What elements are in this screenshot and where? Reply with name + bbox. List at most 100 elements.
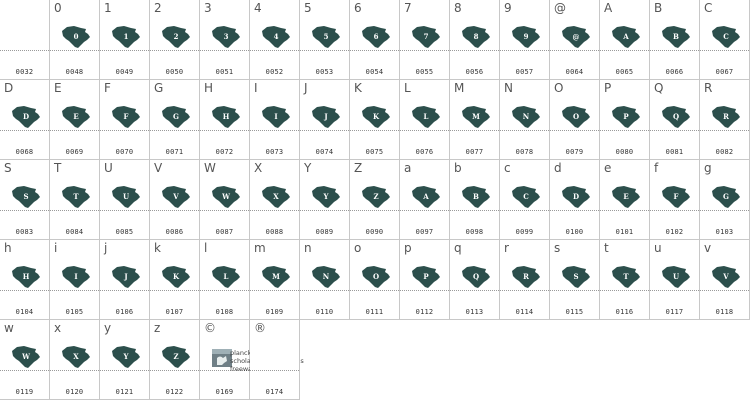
baseline-divider (350, 210, 399, 211)
glyph-cell: 4 4 0052 (250, 0, 300, 80)
character-label: V (154, 161, 163, 175)
character-label: P (604, 81, 612, 95)
char-code-label: 0054 (365, 68, 384, 76)
glyph-cell: n N 0110 (300, 240, 350, 320)
baseline-divider (350, 130, 399, 131)
character-label: q (454, 241, 462, 255)
glyph-letter: L (224, 272, 229, 281)
state-silhouette-icon: F (112, 106, 140, 128)
char-code-label: 0080 (615, 148, 634, 156)
glyph-cell: 8 8 0056 (450, 0, 500, 80)
character-label: Y (304, 161, 312, 175)
glyph-letter: H (23, 272, 30, 281)
char-code-label: 0118 (715, 308, 734, 316)
state-silhouette-icon: J (312, 106, 340, 128)
baseline-divider (550, 210, 599, 211)
glyph-letter: 2 (174, 32, 179, 41)
char-code-label: 0079 (565, 148, 584, 156)
char-code-label: 0050 (165, 68, 184, 76)
glyph-letter: H (223, 112, 230, 121)
state-silhouette-icon: E (62, 106, 90, 128)
baseline-divider (450, 290, 499, 291)
character-label: R (704, 81, 713, 95)
char-code-label: 0089 (315, 228, 334, 236)
glyph-cell: F F 0070 (100, 80, 150, 160)
char-code-label: 0087 (215, 228, 234, 236)
character-label: a (404, 161, 412, 175)
char-code-label: 0110 (315, 308, 334, 316)
state-silhouette-icon: Z (362, 186, 390, 208)
glyph-letter: T (623, 272, 629, 281)
state-silhouette-icon: V (162, 186, 190, 208)
state-silhouette-icon: C (712, 26, 740, 48)
state-silhouette-icon: V (712, 266, 740, 288)
baseline-divider (0, 130, 49, 131)
char-code-label: 0076 (415, 148, 434, 156)
glyph-letter: A (422, 192, 429, 201)
state-silhouette-icon: L (412, 106, 440, 128)
state-silhouette-icon: P (412, 266, 440, 288)
baseline-divider (200, 370, 249, 371)
state-silhouette-icon: M (462, 106, 490, 128)
glyph-cell: J J 0074 (300, 80, 350, 160)
char-code-label: 0112 (415, 308, 434, 316)
glyph-cell: S S 0083 (0, 160, 50, 240)
glyph-cell: o O 0111 (350, 240, 400, 320)
character-label: J (304, 81, 308, 95)
character-label: 9 (504, 1, 512, 15)
glyph-cell: P P 0080 (600, 80, 650, 160)
character-label: H (204, 81, 214, 95)
state-silhouette-icon: U (662, 266, 690, 288)
glyph-cell: l L 0108 (200, 240, 250, 320)
glyph-letter: 9 (524, 32, 529, 41)
character-label: 4 (254, 1, 262, 15)
baseline-divider (150, 210, 199, 211)
char-code-label: 0067 (715, 68, 734, 76)
baseline-divider (400, 50, 449, 51)
glyph-cell: 1 1 0049 (100, 0, 150, 80)
char-code-label: 0102 (665, 228, 684, 236)
state-silhouette-icon: T (612, 266, 640, 288)
char-code-label: 0109 (265, 308, 284, 316)
glyph-letter: L (424, 112, 429, 121)
state-silhouette-icon: S (562, 266, 590, 288)
glyph-cell: t T 0116 (600, 240, 650, 320)
character-label: l (204, 241, 208, 255)
char-code-label: 0078 (515, 148, 534, 156)
glyph-cell: z Z 0122 (150, 320, 200, 400)
char-code-label: 0120 (65, 388, 84, 396)
character-label: 8 (454, 1, 462, 15)
baseline-divider (100, 130, 149, 131)
character-label: B (654, 1, 663, 15)
state-silhouette-icon: G (712, 186, 740, 208)
glyph-letter: P (423, 272, 429, 281)
glyph-letter: 1 (124, 32, 129, 41)
state-silhouette-icon: N (512, 106, 540, 128)
character-label: 3 (204, 1, 212, 15)
state-silhouette-icon: M (262, 266, 290, 288)
baseline-divider (650, 50, 699, 51)
state-silhouette-icon: R (512, 266, 540, 288)
glyph-cell: X X 0088 (250, 160, 300, 240)
glyph-letter: 3 (224, 32, 229, 41)
baseline-divider (600, 210, 649, 211)
char-code-label: 0122 (165, 388, 184, 396)
character-label: 7 (404, 1, 412, 15)
state-silhouette-icon: 3 (212, 26, 240, 48)
state-silhouette-icon: D (562, 186, 590, 208)
glyph-letter: O (373, 272, 379, 281)
glyph-letter: D (23, 112, 29, 121)
state-silhouette-icon: J (112, 266, 140, 288)
baseline-divider (50, 290, 99, 291)
state-silhouette-icon: Z (162, 346, 190, 368)
glyph-cell: e E 0101 (600, 160, 650, 240)
baseline-divider (0, 290, 49, 291)
char-code-label: 0070 (115, 148, 134, 156)
glyph-cell: c C 0099 (500, 160, 550, 240)
glyph-cell: V V 0086 (150, 160, 200, 240)
state-silhouette-icon: R (712, 106, 740, 128)
glyph-letter: Z (173, 352, 178, 361)
character-label: S (4, 161, 12, 175)
glyph-letter: K (173, 272, 180, 281)
glyph-letter: M (472, 112, 480, 121)
